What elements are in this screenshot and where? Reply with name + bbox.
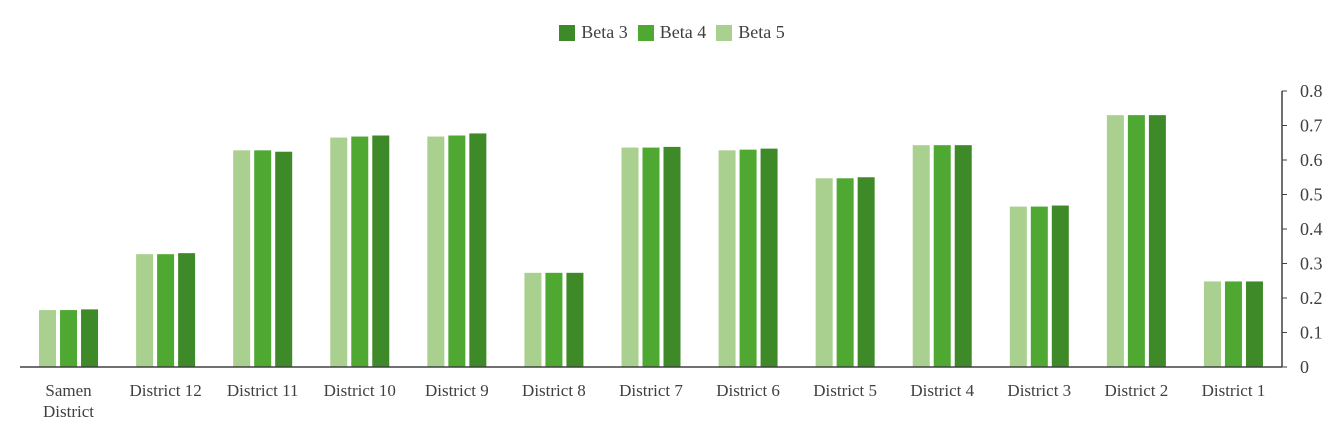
y-tick-label: 0.5 <box>1300 185 1323 205</box>
bar-beta-3 <box>954 145 972 367</box>
legend-swatch <box>716 24 733 41</box>
bar-beta-4 <box>351 136 369 367</box>
bar-beta-5 <box>427 136 445 367</box>
bar-beta-5 <box>621 147 639 367</box>
bar-beta-3 <box>178 253 196 367</box>
x-tick-label: Samen District <box>43 381 94 421</box>
y-tick-label: 0.6 <box>1300 150 1323 170</box>
bar-beta-4 <box>448 135 466 367</box>
bar-beta-3 <box>1051 205 1069 367</box>
bar-beta-4 <box>836 178 854 367</box>
legend-label: Beta 3 <box>581 22 628 42</box>
bar-beta-4 <box>1127 115 1145 368</box>
bar-beta-3 <box>1245 281 1263 367</box>
x-tick-label: District 9 <box>425 381 489 400</box>
bar-beta-3 <box>469 133 487 367</box>
legend-label: Beta 4 <box>659 22 707 42</box>
bar-beta-5 <box>524 272 542 367</box>
legend-label: Beta 5 <box>738 22 785 42</box>
x-tick-label: District 8 <box>522 381 586 400</box>
legend-item: Beta 5 <box>716 22 785 43</box>
bar-beta-4 <box>933 145 951 367</box>
bar-beta-3 <box>663 146 681 367</box>
x-tick-label: District 4 <box>910 381 974 400</box>
bar-beta-5 <box>1009 206 1027 367</box>
bar-beta-5 <box>718 150 736 367</box>
bar-beta-4 <box>60 310 78 367</box>
bar-beta-4 <box>1030 206 1048 367</box>
y-tick-label: 0.3 <box>1300 254 1323 274</box>
bar-beta-3 <box>566 272 584 367</box>
x-tick-label: District 12 <box>129 381 201 400</box>
legend-swatch <box>559 24 576 41</box>
bar-beta-3 <box>372 135 390 367</box>
bar-beta-5 <box>136 254 154 367</box>
bar-beta-5 <box>1203 281 1221 367</box>
x-tick-label: District 6 <box>716 381 780 400</box>
legend-swatch <box>637 24 654 41</box>
bar-beta-4 <box>157 254 175 367</box>
bar-beta-3 <box>760 148 778 367</box>
y-tick-label: 0.8 <box>1300 81 1323 101</box>
bar-beta-4 <box>545 272 563 367</box>
y-tick-label: 0.2 <box>1300 288 1323 308</box>
x-tick-label: District 3 <box>1007 381 1071 400</box>
y-tick-label: 0.7 <box>1300 116 1323 136</box>
x-tick-label: District 2 <box>1105 381 1169 400</box>
bar-beta-5 <box>330 137 348 367</box>
bar-beta-5 <box>1106 115 1124 368</box>
bar-beta-5 <box>233 150 251 367</box>
x-tick-label: District 7 <box>619 381 683 400</box>
bar-beta-4 <box>254 150 272 367</box>
bar-beta-4 <box>1224 281 1242 367</box>
legend-item: Beta 3 <box>559 22 628 43</box>
y-tick-label: 0.1 <box>1300 323 1323 343</box>
bar-beta-3 <box>857 177 875 367</box>
bar-beta-5 <box>912 145 930 367</box>
y-tick-label: 0.4 <box>1300 219 1323 239</box>
x-tick-label: District 5 <box>813 381 877 400</box>
y-tick-label: 0 <box>1300 357 1309 377</box>
bar-beta-3 <box>275 151 293 367</box>
bar-beta-5 <box>39 310 57 367</box>
bar-beta-3 <box>81 309 99 367</box>
x-tick-label: District 1 <box>1202 381 1266 400</box>
bar-beta-4 <box>642 147 660 367</box>
legend-item: Beta 4 <box>637 22 707 43</box>
x-tick-label: District 11 <box>227 381 299 400</box>
bar-beta-3 <box>1148 115 1166 368</box>
bar-beta-4 <box>739 149 757 367</box>
chart-legend: Beta 3 Beta 4 Beta 5 <box>0 22 1344 43</box>
x-tick-label: District 10 <box>324 381 396 400</box>
bar-beta-5 <box>815 178 833 367</box>
